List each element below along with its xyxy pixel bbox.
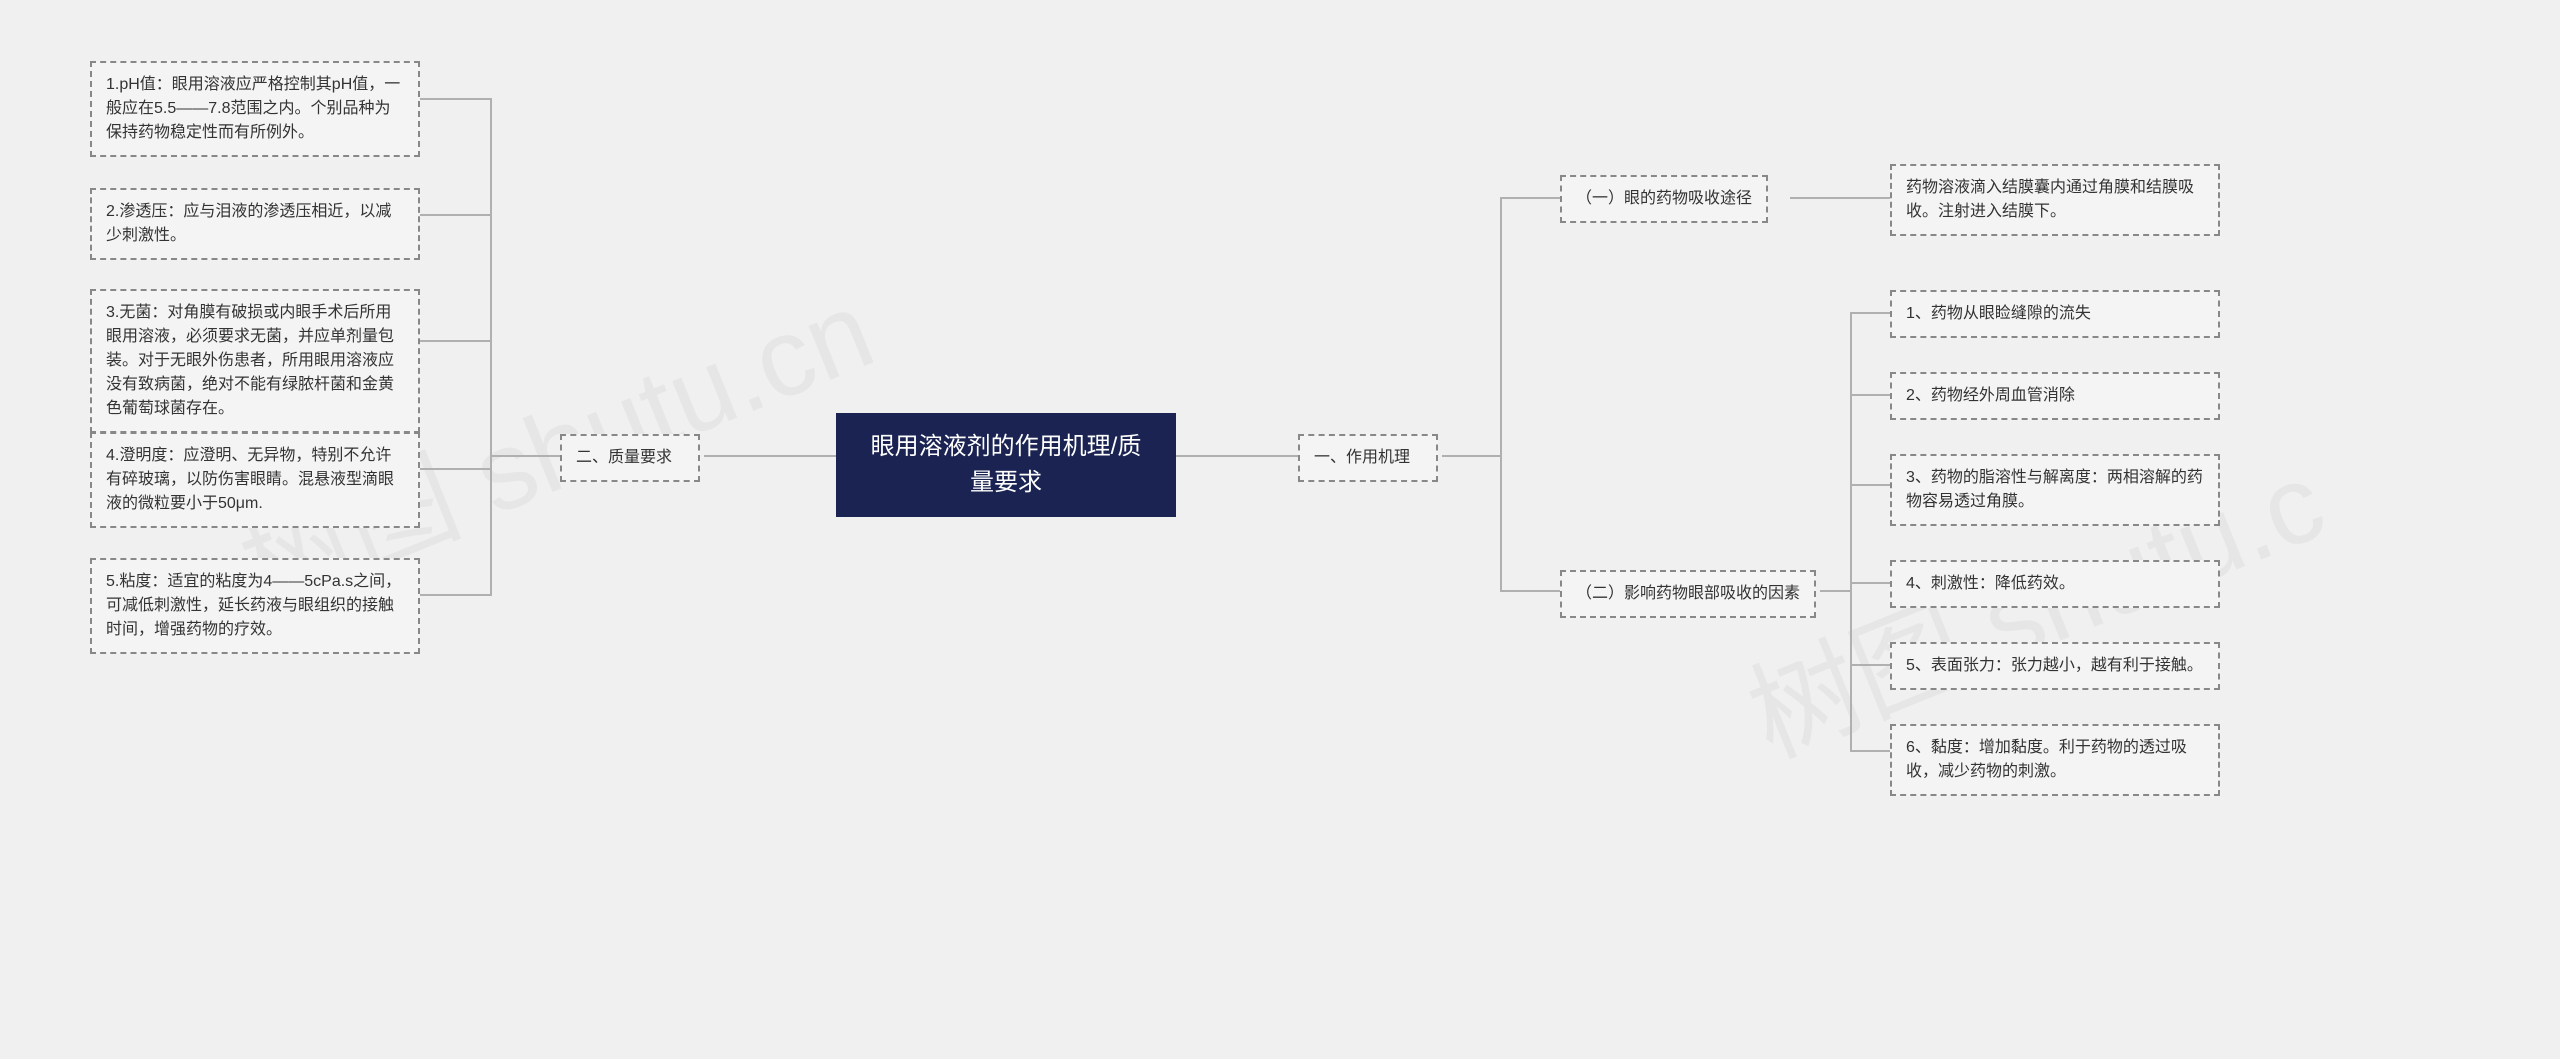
conn — [1820, 590, 1850, 592]
conn — [1850, 394, 1890, 396]
conn — [1850, 750, 1890, 752]
conn — [704, 455, 836, 457]
conn — [1442, 455, 1500, 457]
conn — [1850, 484, 1890, 486]
right-leaf-1-0: 1、药物从眼睑缝隙的流失 — [1890, 290, 2220, 338]
conn — [1850, 312, 1890, 314]
left-leaf-2: 3.无菌：对角膜有破损或内眼手术后所用眼用溶液，必须要求无菌，并应单剂量包装。对… — [90, 289, 420, 433]
right-leaf-0-0: 药物溶液滴入结膜囊内通过角膜和结膜吸收。注射进入结膜下。 — [1890, 164, 2220, 236]
right-leaf-1-2: 3、药物的脂溶性与解离度：两相溶解的药物容易透过角膜。 — [1890, 454, 2220, 526]
conn — [1850, 582, 1890, 584]
conn — [420, 594, 490, 596]
right-leaf-1-3: 4、刺激性：降低药效。 — [1890, 560, 2220, 608]
right-leaf-1-5: 6、黏度：增加黏度。利于药物的透过吸收，减少药物的刺激。 — [1890, 724, 2220, 796]
left-leaf-4: 5.粘度：适宜的粘度为4——5cPa.s之间，可减低刺激性，延长药液与眼组织的接… — [90, 558, 420, 654]
mindmap-canvas: 树图 shutu.cn 树图 shutu.c 眼用溶液剂的作用机理/质量要求 二… — [0, 0, 2560, 1059]
conn — [1500, 197, 1560, 199]
right-sub-1: （二）影响药物眼部吸收的因素 — [1560, 570, 1816, 618]
right-leaf-1-4: 5、表面张力：张力越小，越有利于接触。 — [1890, 642, 2220, 690]
conn — [420, 340, 490, 342]
left-leaf-3: 4.澄明度：应澄明、无异物，特别不允许有碎玻璃，以防伤害眼睛。混悬液型滴眼液的微… — [90, 432, 420, 528]
left-leaf-1: 2.渗透压：应与泪液的渗透压相近，以减少刺激性。 — [90, 188, 420, 260]
conn — [420, 468, 490, 470]
conn — [1500, 197, 1502, 592]
center-node: 眼用溶液剂的作用机理/质量要求 — [836, 413, 1176, 517]
left-leaf-0: 1.pH值：眼用溶液应严格控制其pH值，一般应在5.5——7.8范围之内。个别品… — [90, 61, 420, 157]
conn — [490, 455, 560, 457]
conn — [1176, 455, 1298, 457]
conn — [490, 98, 492, 596]
right-leaf-1-1: 2、药物经外周血管消除 — [1890, 372, 2220, 420]
conn — [1850, 312, 1852, 752]
conn — [1500, 590, 1560, 592]
left-branch-label: 二、质量要求 — [560, 434, 700, 482]
conn — [1850, 664, 1890, 666]
right-branch-label: 一、作用机理 — [1298, 434, 1438, 482]
conn — [420, 98, 490, 100]
conn — [420, 214, 490, 216]
conn — [1790, 197, 1890, 199]
right-sub-0: （一）眼的药物吸收途径 — [1560, 175, 1768, 223]
